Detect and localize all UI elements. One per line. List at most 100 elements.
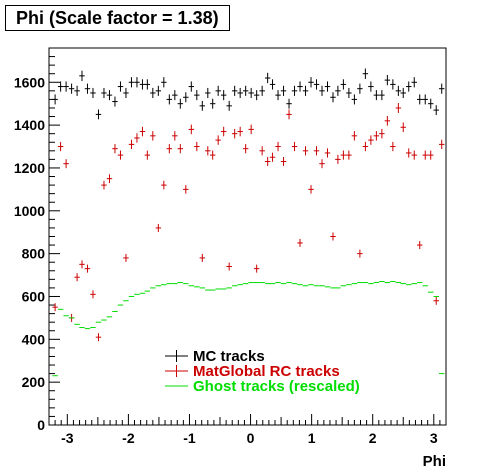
data-point: [215, 288, 221, 290]
data-point: [101, 87, 107, 99]
data-point: [231, 285, 238, 287]
data-point: [237, 284, 243, 286]
data-point: [128, 77, 135, 88]
data-point: [220, 288, 227, 290]
data-point: [194, 90, 200, 101]
x-tick-label: -2: [122, 430, 135, 446]
data-point: [357, 282, 363, 284]
data-point: [422, 94, 428, 105]
data-point: [390, 79, 396, 90]
data-point: [63, 159, 69, 169]
data-point: [128, 295, 135, 297]
data-point: [226, 287, 232, 289]
data-point: [248, 87, 254, 99]
data-point: [357, 83, 363, 94]
data-point: [199, 287, 206, 289]
data-point: [215, 135, 221, 145]
data-point: [237, 126, 243, 137]
data-point: [264, 157, 271, 167]
data-point: [280, 85, 287, 96]
data-point: [237, 87, 243, 99]
data-point: [324, 148, 331, 158]
data-point: [275, 90, 281, 101]
data-point: [400, 283, 406, 285]
legend-label: Ghost tracks (rescaled): [193, 378, 360, 395]
data-point: [134, 293, 140, 295]
data-point: [275, 282, 281, 284]
data-point: [351, 94, 358, 105]
data-point: [209, 98, 216, 109]
data-point: [379, 128, 385, 139]
data-point: [308, 185, 314, 194]
data-point: [286, 282, 292, 284]
data-point: [406, 148, 412, 158]
data-point: [90, 290, 96, 299]
data-point: [139, 292, 146, 294]
x-tick-label: -3: [61, 430, 74, 446]
data-point: [84, 264, 91, 273]
data-point: [264, 72, 271, 84]
data-point: [74, 273, 80, 282]
legend-label: MatGlobal RC tracks: [193, 363, 340, 380]
data-point: [134, 77, 140, 88]
data-point: [199, 253, 206, 262]
data-point: [313, 146, 320, 156]
data-point: [63, 81, 69, 92]
data-point: [417, 282, 423, 284]
data-point: [390, 280, 396, 282]
data-point: [166, 94, 173, 105]
data-point: [259, 146, 265, 156]
data-point: [417, 241, 423, 250]
data-point: [269, 152, 276, 162]
data-point: [302, 285, 309, 287]
data-point: [291, 85, 298, 96]
data-point: [400, 122, 406, 133]
data-point: [220, 90, 227, 101]
data-point: [308, 284, 314, 286]
data-point: [433, 296, 439, 305]
data-point: [248, 124, 254, 135]
data-point: [52, 303, 58, 312]
data-point: [144, 290, 151, 292]
data-point: [340, 150, 347, 160]
data-point: [428, 98, 434, 109]
data-point: [166, 283, 173, 285]
legend-item: MC tracks: [165, 348, 265, 365]
data-point: [286, 109, 292, 120]
data-point: [297, 238, 303, 247]
y-tick-label: 1000: [14, 203, 45, 219]
chart-title: Phi (Scale factor = 1.38): [5, 5, 230, 31]
data-point: [166, 144, 173, 154]
data-point: [362, 68, 369, 79]
y-axis: 0 200 400 600 800 1000 1200 1400 1600: [14, 56, 60, 433]
data-point: [379, 280, 385, 282]
data-point: [253, 282, 260, 284]
data-point: [177, 144, 184, 154]
data-point: [150, 131, 156, 141]
data-point: [400, 87, 406, 99]
data-point: [144, 150, 151, 160]
data-point: [123, 87, 129, 99]
series-0: [52, 68, 445, 120]
data-point: [406, 81, 412, 92]
data-point: [188, 285, 195, 287]
data-point: [139, 126, 146, 137]
data-point: [433, 105, 439, 116]
data-point: [269, 79, 276, 90]
data-point: [52, 94, 58, 105]
data-point: [390, 141, 396, 152]
data-point: [351, 131, 358, 141]
data-point: [286, 98, 292, 109]
y-tick-label: 1400: [14, 117, 45, 133]
data-point: [139, 79, 146, 90]
y-tick-label: 1600: [14, 74, 45, 90]
data-point: [144, 79, 151, 90]
legend-label: MC tracks: [193, 348, 265, 365]
data-point: [172, 131, 178, 141]
data-point: [340, 285, 347, 287]
data-point: [335, 154, 341, 164]
data-point: [406, 284, 412, 286]
data-point: [280, 283, 287, 285]
data-point: [362, 282, 369, 284]
data-point: [259, 282, 265, 284]
